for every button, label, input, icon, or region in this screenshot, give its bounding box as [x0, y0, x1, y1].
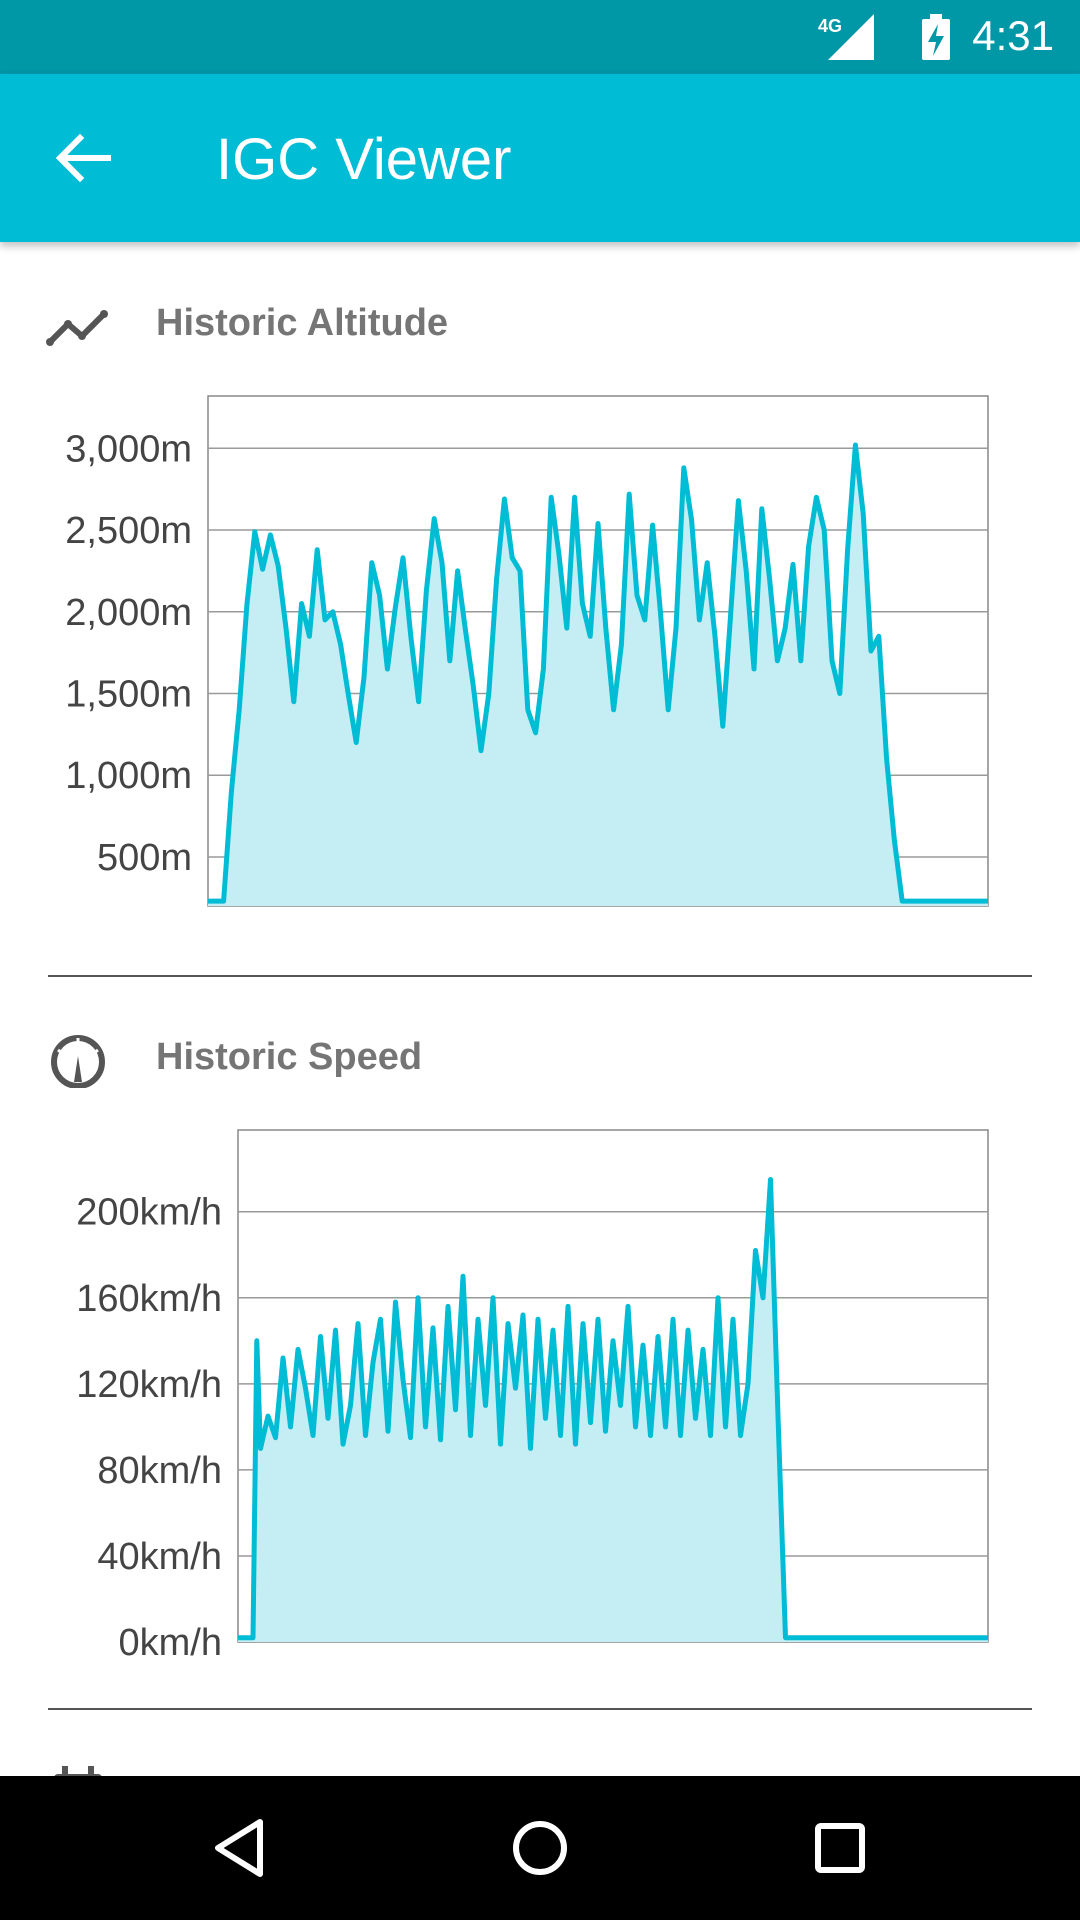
trending-line-icon [46, 310, 108, 346]
app-bar: IGC Viewer [0, 74, 1080, 242]
next-section-header: D [0, 1750, 1080, 1776]
navigation-bar [0, 1776, 1080, 1920]
speed-y-tick-label: 200km/h [76, 1192, 222, 1234]
nav-recents-button[interactable] [790, 1798, 890, 1898]
speed-section-header: Historic Speed [0, 1016, 1080, 1096]
nav-home-icon [513, 1821, 567, 1875]
speed-series-area [238, 1179, 988, 1642]
altitude-y-tick-label: 2,000m [65, 592, 192, 634]
battery-charging-icon [922, 14, 950, 60]
arrow-back-icon [55, 133, 111, 183]
altitude-section-title: Historic Altitude [156, 302, 449, 344]
nav-recents-icon [815, 1823, 865, 1873]
nav-home-button[interactable] [490, 1798, 590, 1898]
content-scroll[interactable]: Historic Altitude 500m 1,000m 1,500m 2,000m… [0, 242, 1080, 1776]
speed-y-tick-label: 120km/h [76, 1364, 222, 1406]
altitude-divider [48, 975, 1032, 977]
signal-icon: 4G [818, 14, 874, 60]
status-bar: 4G 4:31 [0, 0, 1080, 74]
altitude-y-tick-label: 3,000m [65, 428, 192, 470]
altitude-y-tick-label: 500m [97, 837, 192, 879]
status-time: 4:31 [972, 12, 1054, 59]
speed-series-line [238, 1177, 988, 1641]
speed-section-title: Historic Speed [156, 1036, 423, 1078]
speed-y-tick-label: 40km/h [97, 1536, 222, 1578]
speed-chart: 0km/h 40km/h 80km/h 120km/h 160km/h 200km/h [76, 1129, 989, 1664]
next-section-title: D [156, 1770, 183, 1776]
speedometer-icon [51, 1035, 105, 1088]
altitude-section-header: Historic Altitude [0, 282, 1080, 362]
network-type: 4G [818, 16, 842, 36]
altitude-y-tick-label: 1,000m [65, 755, 192, 797]
altitude-chart: 500m 1,000m 1,500m 2,000m 2,500m 3,000m [65, 395, 989, 907]
speed-y-tick-label: 160km/h [76, 1278, 222, 1320]
speed-y-tick-label: 80km/h [97, 1450, 222, 1492]
nav-back-button[interactable] [190, 1798, 290, 1898]
back-button[interactable] [40, 114, 128, 202]
altitude-y-tick-label: 2,500m [65, 510, 192, 552]
speed-y-tick-label: 0km/h [119, 1622, 222, 1664]
altitude-series-area [208, 445, 988, 906]
speed-divider [48, 1708, 1032, 1710]
altitude-y-tick-label: 1,500m [65, 674, 192, 716]
altitude-series-line [208, 442, 988, 904]
app-title: IGC Viewer [216, 127, 512, 192]
calendar-icon [54, 1766, 102, 1776]
nav-back-icon [215, 1819, 263, 1877]
